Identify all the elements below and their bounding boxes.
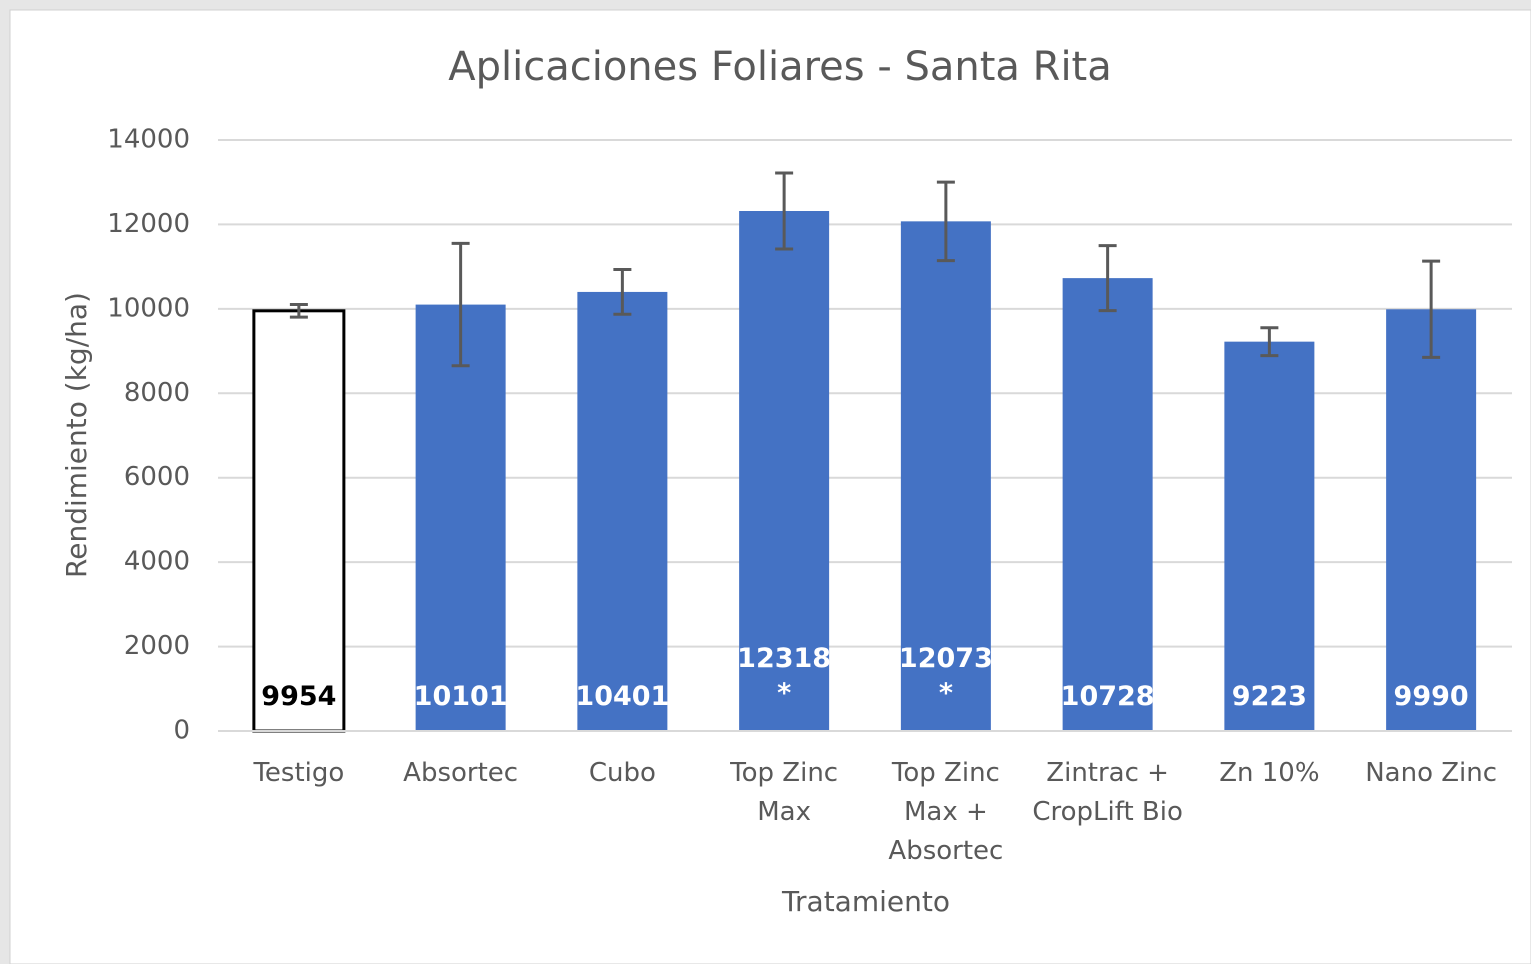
x-tick-label: Top Zinc Max + Absortec	[888, 758, 1003, 866]
x-axis-title: Tratamiento	[781, 885, 950, 918]
y-tick-label: 0	[173, 716, 190, 746]
bar	[900, 221, 991, 731]
x-tick-label: Testigo	[252, 758, 344, 788]
error-bar	[1098, 244, 1117, 313]
bar	[1224, 341, 1315, 731]
y-tick-label: 6000	[124, 462, 190, 492]
chart-title: Aplicaciones Foliares - Santa Rita	[448, 44, 1112, 90]
error-bar	[451, 241, 470, 368]
error-bar	[1422, 259, 1441, 359]
x-tick-label: Cubo	[589, 758, 656, 788]
error-bar	[1260, 326, 1279, 358]
data-label: 12073 *	[899, 643, 993, 709]
data-label: 9223	[1232, 681, 1307, 712]
x-tick-label: Nano Zinc	[1365, 758, 1497, 788]
bar	[739, 211, 830, 732]
y-axis-title: Rendimiento (kg/ha)	[60, 292, 93, 578]
x-tick-label: Top Zinc Max	[729, 758, 838, 827]
bar	[415, 304, 506, 731]
x-tick-label: Absortec	[403, 758, 518, 788]
y-tick-label: 8000	[124, 378, 190, 408]
error-bar	[289, 302, 308, 319]
x-tick-label: Zn 10%	[1219, 758, 1319, 788]
data-label: 10401	[575, 681, 669, 712]
error-bar	[936, 180, 955, 263]
y-tick-label: 10000	[107, 293, 190, 323]
y-tick-label: 4000	[124, 547, 190, 577]
data-label: 9954	[261, 681, 336, 712]
y-tick-label: 14000	[107, 125, 190, 155]
y-tick-label: 12000	[107, 209, 190, 239]
bar	[577, 291, 668, 731]
data-label: 9990	[1394, 681, 1469, 712]
y-tick-label: 2000	[124, 631, 190, 661]
x-tick-label: Zintrac + CropLift Bio	[1032, 758, 1183, 827]
bar	[1062, 278, 1153, 731]
data-label: 10728	[1061, 681, 1155, 712]
error-bar	[613, 268, 632, 316]
data-label: 10101	[414, 681, 508, 712]
error-bar	[775, 171, 794, 251]
data-label: 12318 *	[737, 643, 831, 709]
bar	[252, 309, 346, 733]
bar	[1386, 309, 1477, 731]
